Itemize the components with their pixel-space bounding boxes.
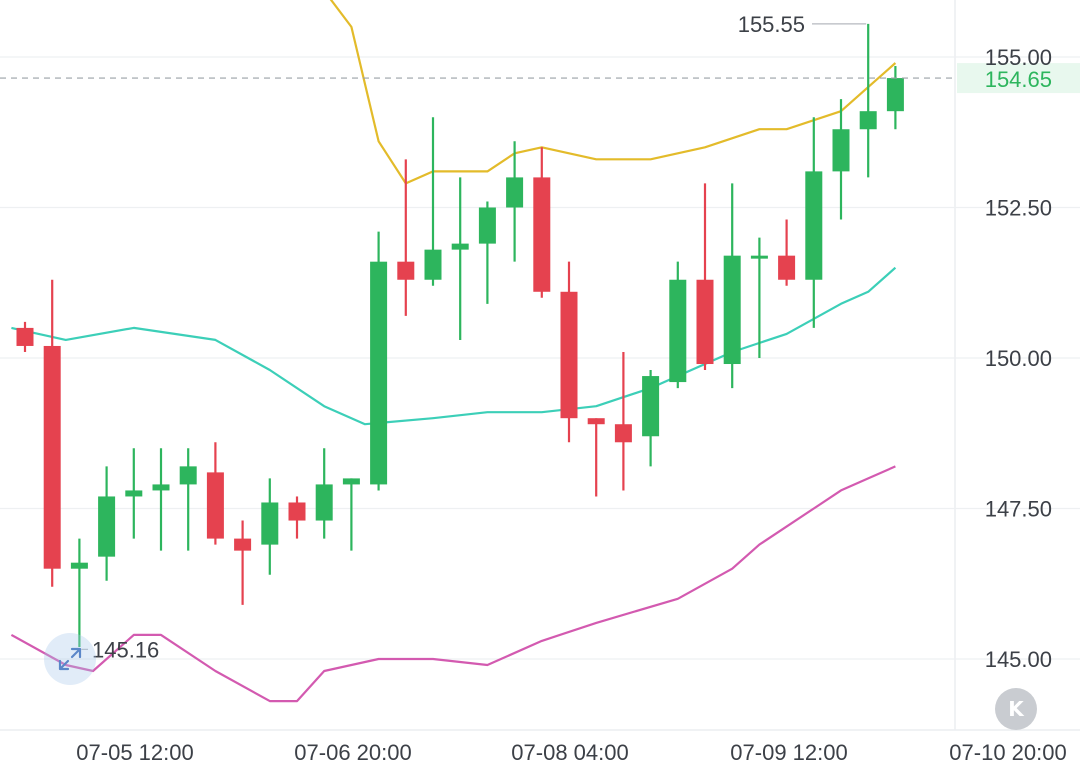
candle-body-8 [234, 538, 252, 551]
candle-body-21 [587, 418, 605, 425]
high-marker-label: 155.55 [738, 12, 805, 37]
y-tick-label-2: 150.00 [985, 346, 1052, 371]
candle-body-24 [669, 279, 687, 383]
candle-body-5 [152, 484, 170, 491]
candle-body-18 [506, 177, 524, 208]
candle-body-29 [805, 171, 823, 280]
y-tick-label-3: 152.50 [985, 196, 1052, 221]
low-marker-label: 145.16 [92, 637, 159, 662]
candle-body-23 [642, 376, 660, 437]
candle-body-10 [288, 502, 306, 521]
candle-body-9 [261, 502, 279, 545]
y-tick-label-4: 155.00 [985, 45, 1052, 70]
x-tick-label-4: 07-10 20:00 [949, 740, 1066, 765]
candle-body-28 [778, 255, 796, 280]
k-button-label: K [1008, 697, 1024, 721]
x-tick-label-0: 07-05 12:00 [76, 740, 193, 765]
x-tick-label-3: 07-09 12:00 [730, 740, 847, 765]
candle-body-22 [614, 424, 632, 443]
bollinger-bands [10, 0, 897, 703]
middle-band-line [11, 266, 897, 426]
candle-body-2 [70, 562, 88, 569]
y-tick-label-1: 147.50 [985, 497, 1052, 522]
candle-body-27 [750, 255, 768, 259]
candle-body-19 [533, 177, 551, 292]
x-tick-label-2: 07-08 04:00 [511, 740, 628, 765]
price-overlays: 154.65 155.55 145.16 [0, 12, 1080, 662]
y-tick-label-0: 145.00 [985, 647, 1052, 672]
candle-body-6 [179, 466, 197, 485]
candle-body-15 [424, 249, 442, 280]
candle-body-7 [206, 472, 224, 539]
lower-band-line [10, 465, 896, 703]
candle-body-25 [696, 279, 714, 365]
x-tick-label-1: 07-06 20:00 [294, 740, 411, 765]
k-button[interactable]: K [995, 688, 1037, 730]
candles [16, 23, 904, 647]
candle-body-17 [478, 207, 496, 244]
candle-body-31 [859, 111, 877, 130]
candle-body-16 [451, 243, 469, 250]
expand-icon[interactable] [44, 633, 96, 685]
candle-body-13 [370, 261, 388, 485]
expand-arrows-icon [58, 647, 82, 671]
grid-lines [0, 0, 1080, 731]
candle-body-14 [397, 261, 415, 280]
upper-band-line [329, 0, 897, 185]
x-axis: 07-05 12:00 07-06 20:00 07-08 04:00 07-09 1… [76, 740, 1066, 765]
candle-body-26 [723, 255, 741, 365]
current-price-label: 154.65 [985, 67, 1052, 92]
candle-body-3 [98, 496, 116, 557]
candle-body-0 [16, 327, 34, 346]
candle-body-1 [43, 345, 61, 569]
candle-body-30 [832, 129, 850, 172]
candle-body-11 [315, 484, 333, 521]
candle-body-12 [342, 478, 360, 485]
y-axis: 145.00 147.50 150.00 152.50 155.00 [985, 45, 1052, 672]
candle-body-32 [886, 78, 904, 112]
current-price-label-bg [957, 63, 1080, 94]
candle-body-20 [560, 291, 578, 419]
candle-body-4 [125, 490, 143, 497]
